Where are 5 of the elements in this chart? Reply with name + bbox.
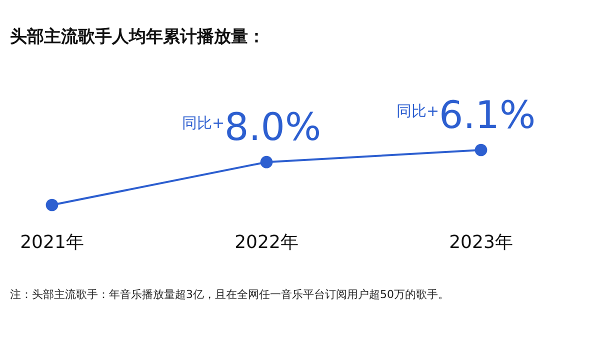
chart-title: 头部主流歌手人均年累计播放量： [10,27,265,47]
x-tick-label: 2023年 [449,232,513,253]
text: 注：头部主流歌手：年音乐播放量超3亿，且在全网任一音乐平台订阅用户超50万的歌手。 [10,288,449,301]
x-tick-label: 2021年 [20,232,84,253]
x-tick-label: 2022年 [234,232,298,253]
